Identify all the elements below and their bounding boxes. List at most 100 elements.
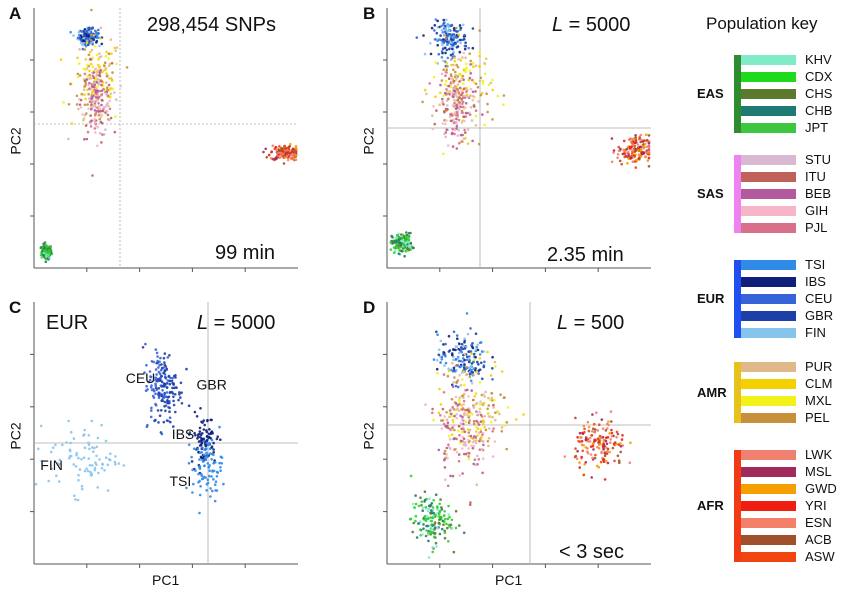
point-sas [431,407,434,411]
point-amr [105,86,109,89]
point-afr [647,149,651,153]
point-sas [100,103,103,107]
point-eas [412,521,416,525]
point-eur [461,357,465,360]
point-eur [89,27,93,31]
point-afr [634,134,637,137]
point-fin [87,434,91,437]
point-sas [455,437,458,441]
point-amr [91,90,94,94]
panel-d-xlabel: PC1 [495,572,523,588]
point-amr [97,58,100,61]
point-gbr [141,346,145,349]
point-eur [476,360,479,364]
point-amr [115,62,118,66]
point-afr [637,149,640,152]
point-amr [104,81,108,84]
point-amr [75,103,79,106]
panel-a-snp-count: 298,454 SNPs [147,14,276,36]
point-sas [458,433,461,437]
point-eas [414,514,418,518]
point-eur [454,370,457,373]
point-gbr [165,419,169,422]
point-sas [105,75,109,78]
point-sas [476,454,479,458]
point-ibs [210,418,213,422]
point-gbr [179,396,182,399]
point-amr [440,419,443,422]
point-afr [606,447,610,451]
point-sas [442,103,445,106]
point-eas [437,515,441,518]
point-eur [482,365,486,369]
point-gbr [165,367,168,371]
point-eas [394,249,397,252]
point-eur [82,36,86,40]
point-sas [98,112,102,115]
point-sas [471,139,474,143]
point-amr [453,56,456,60]
point-amr [476,434,479,438]
point-afr [646,159,650,162]
point-sas [472,419,476,423]
point-tsi [206,453,209,457]
point-afr [606,427,609,430]
point-eur [434,18,438,21]
point-amr [443,33,447,37]
point-amr [67,137,70,141]
point-eas [462,531,466,535]
key-group-bar-amr [734,362,741,423]
point-eur [456,385,460,389]
point-tsi [209,495,212,498]
point-amr [463,352,467,356]
point-eur [471,342,474,345]
point-gbr [160,385,164,388]
point-eur [469,365,473,368]
point-afr [638,157,641,161]
point-eas [427,533,430,536]
point-amr [455,63,459,67]
point-sas [432,105,435,108]
point-afr [629,157,632,160]
key-pop-pur: PUR [805,359,833,374]
point-amr [483,123,486,127]
point-sas [455,77,459,80]
point-amr [448,415,451,419]
point-ibs [212,451,215,454]
point-amr [502,424,506,427]
point-sas [492,427,495,430]
point-eas [399,249,403,253]
point-sas [457,459,461,463]
point-amr [474,64,478,68]
point-sas [471,94,475,98]
point-ceu [148,370,152,373]
point-tsi [215,489,219,492]
point-sas [446,108,449,111]
point-sas [88,87,91,90]
point-sas [456,403,460,407]
point-eas [429,512,433,515]
point-sas [462,115,465,118]
point-amr [105,50,108,54]
point-afr [277,153,281,156]
point-gbr [154,386,158,390]
point-amr [439,91,442,95]
point-amr [94,78,97,81]
point-ibs [194,434,197,437]
cluster-label-fin: FIN [40,457,63,473]
panel-c-l-symbol: L [197,312,209,334]
key-swatch-pur [741,362,796,372]
point-ibs [201,432,204,435]
point-afr [285,155,289,158]
point-amr [487,396,490,400]
point-fin [68,457,71,460]
point-eur [436,26,440,29]
point-afr [294,154,298,157]
point-afr [586,420,590,424]
point-eas [426,524,430,528]
point-ibs [215,437,219,441]
point-sas [424,403,427,406]
point-eas [434,541,438,545]
point-afr [632,140,636,144]
point-sas [93,109,97,112]
